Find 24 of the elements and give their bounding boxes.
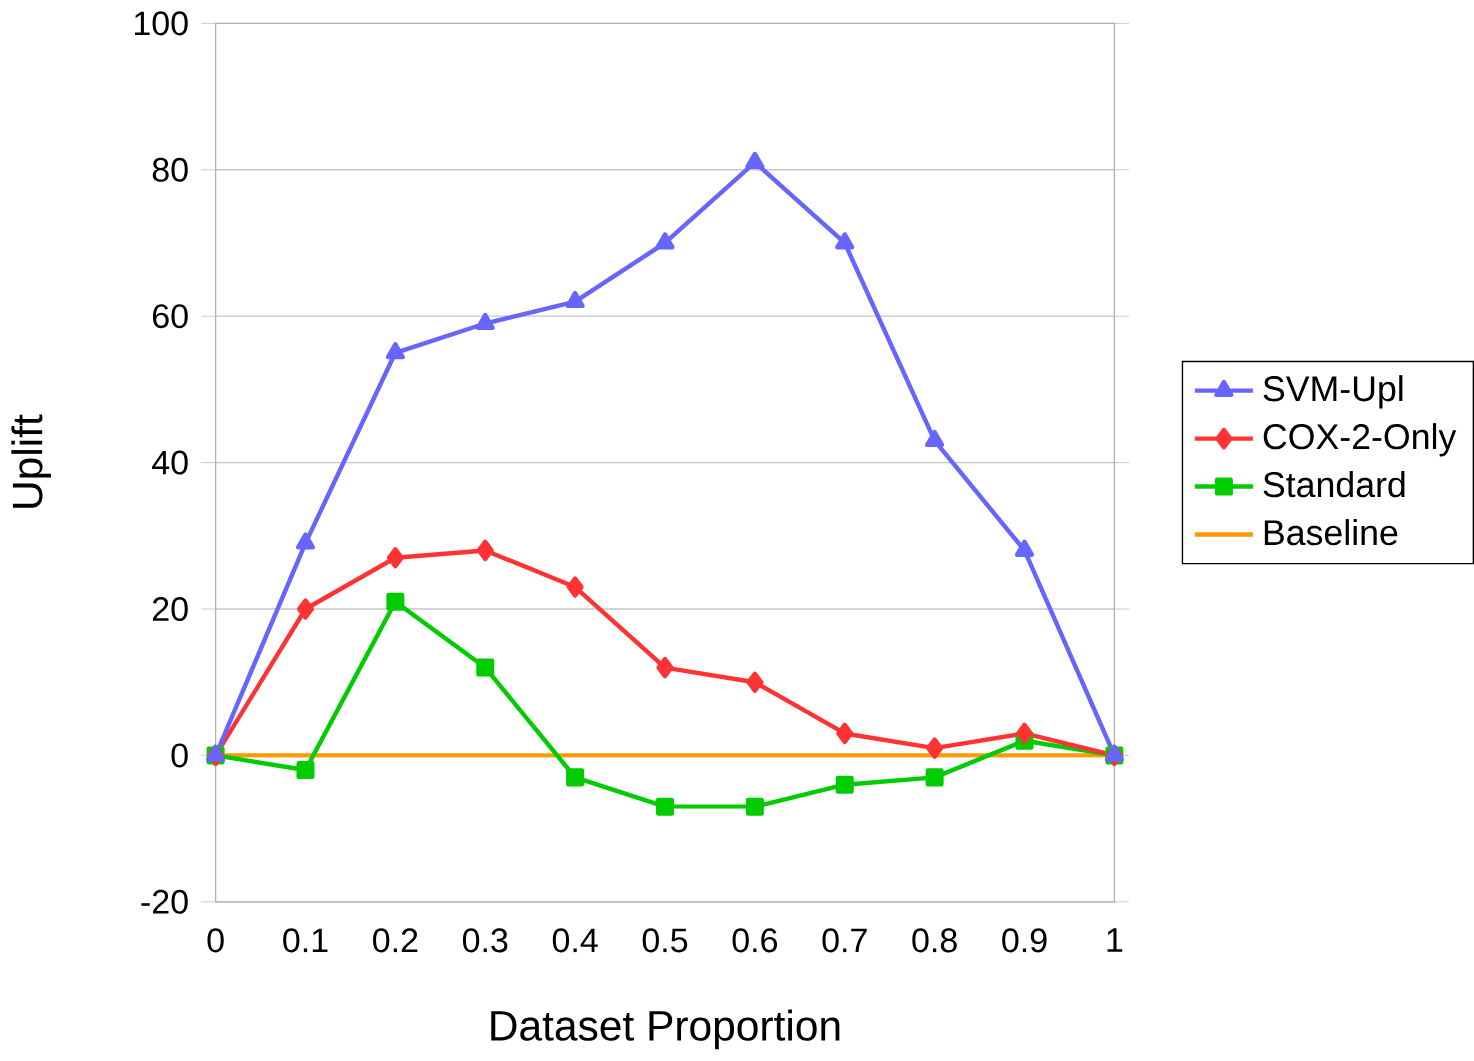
y-tick-label: 100 [134, 11, 188, 36]
y-tick-label: 20 [152, 597, 188, 622]
x-tick-label: 0 [207, 928, 224, 953]
x-tick-label: 0.6 [732, 928, 778, 953]
y-tick-label: -20 [141, 890, 188, 915]
x-axis-title: Dataset Proportion [491, 1009, 840, 1050]
x-tick-label: 0.3 [462, 928, 508, 953]
y-tick-label: 80 [152, 157, 188, 182]
legend-label: COX-2-Only [1263, 423, 1457, 457]
legend-label: Baseline [1264, 519, 1398, 546]
x-tick-label: 0.5 [642, 928, 688, 953]
y-axis-title: Uplift [11, 414, 51, 508]
legend-label: Standard [1263, 471, 1405, 498]
x-tick-label: 0.9 [1002, 928, 1047, 953]
x-tick-label: 1 [1107, 928, 1123, 952]
y-tick-label: 40 [152, 450, 188, 475]
x-tick-label: 0.4 [552, 928, 598, 953]
x-tick-label: 0.1 [283, 928, 328, 953]
x-tick-label: 0.8 [912, 928, 957, 953]
y-tick-label: 60 [152, 304, 188, 329]
x-tick-label: 0.2 [373, 928, 418, 953]
legend-label: SVM-Upl [1263, 375, 1403, 409]
x-tick-label: 0.7 [822, 928, 867, 953]
y-tick-label: 0 [171, 743, 188, 768]
